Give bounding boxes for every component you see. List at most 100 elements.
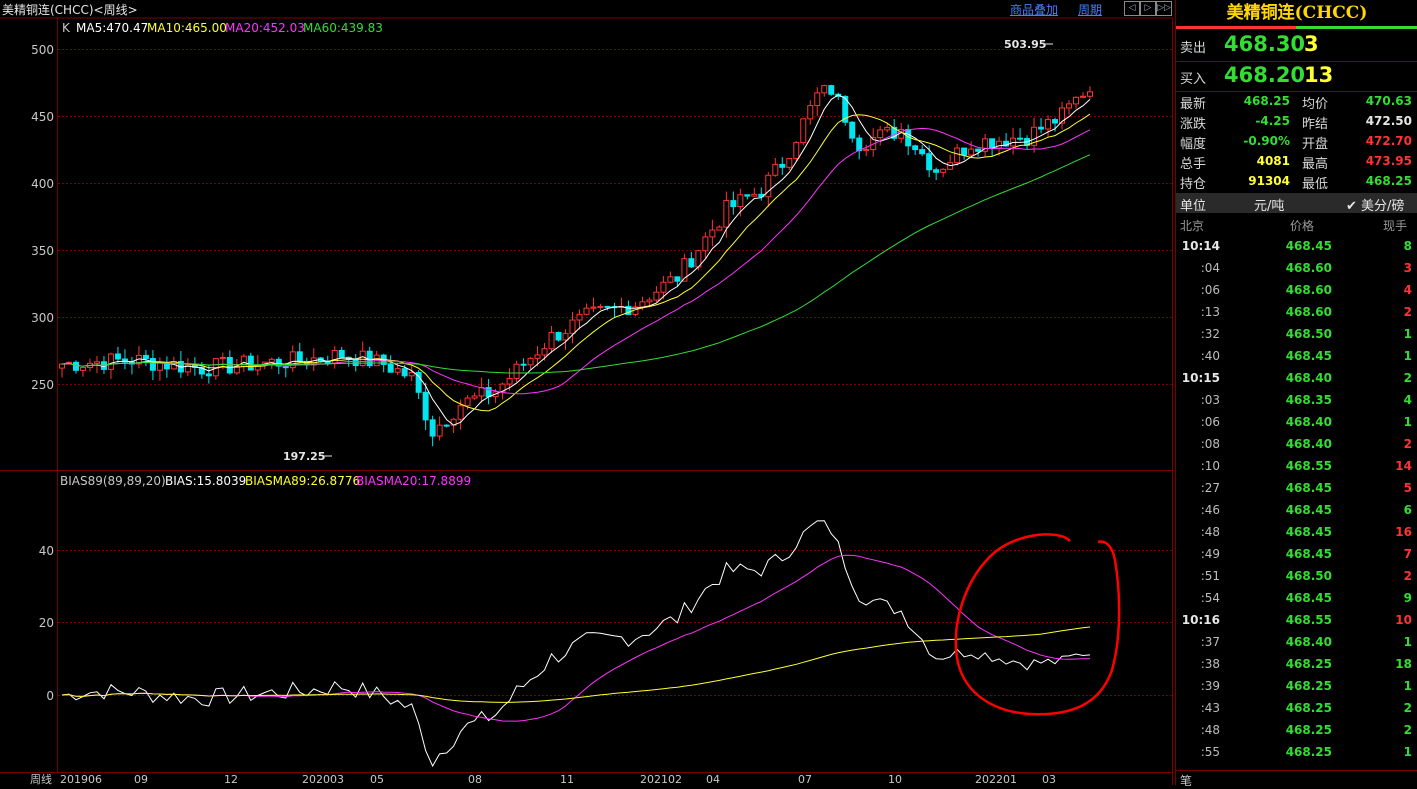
hand-drawn-circle-annotation (954, 533, 1121, 716)
candle-body (793, 142, 800, 159)
tick-header-price: 价格 (1290, 219, 1315, 233)
tick-price: 468.25 (1285, 679, 1332, 693)
candle-body (779, 163, 786, 168)
buy-row: 买入 468.20 13 (1176, 61, 1417, 91)
candle-body (933, 169, 940, 173)
candle-body (688, 258, 695, 268)
main-indicator-prefix: K (62, 21, 71, 35)
unit-bar: 单位 元/吨 ✔ 美分/磅 (1176, 193, 1417, 214)
stat-row: 最新 468.25 均价 470.63 (1176, 92, 1417, 112)
stat-value: -0.90% (1243, 134, 1290, 148)
tick-time: :39 (1200, 679, 1220, 693)
overlay-link[interactable]: 商品叠加 (1010, 3, 1059, 17)
candle-body (205, 373, 212, 377)
tick-list[interactable]: 10:14 468.45 8:04 468.60 3:06 468.60 4:13 468.6… (1176, 236, 1417, 766)
tick-time: 10:15 (1181, 371, 1220, 385)
stat-label: 均价 (1302, 97, 1329, 112)
candle-body (989, 138, 996, 149)
stat-row: 持仓 91304 最低 468.25 (1176, 172, 1417, 192)
candle-body (562, 332, 569, 341)
main-y-tick-250: 250 (31, 378, 54, 392)
candle-body (919, 149, 926, 155)
candle-body (814, 92, 821, 107)
candle-body (1059, 107, 1066, 124)
stat-value: 91304 (1248, 174, 1290, 188)
tick-time: :06 (1200, 415, 1220, 429)
candle-body (765, 174, 772, 198)
x-axis-tick: 11 (560, 773, 574, 785)
candle-body (275, 358, 282, 367)
stat-label: 最高 (1302, 157, 1329, 172)
biasma20-legend: BIASMA20:17.8899 (356, 474, 471, 488)
candle-body (807, 105, 814, 120)
ma60-legend: MA60:439.83 (303, 21, 383, 35)
biasma89-line (61, 626, 1091, 703)
candle-body (548, 332, 555, 350)
x-axis-tick: 202201 (975, 773, 1017, 785)
trades-tab[interactable]: 笔 (1180, 774, 1193, 788)
tick-volume: 2 (1403, 569, 1412, 583)
biasma20-line (61, 554, 1091, 722)
candle-body (926, 153, 933, 171)
x-axis-tick: 10 (888, 773, 902, 785)
candle-body (331, 349, 338, 364)
unit-cents-per-pound-toggle[interactable]: ✔ 美分/磅 (1346, 199, 1405, 214)
stat-label: 总手 (1180, 157, 1207, 172)
tick-header-volume: 现手 (1383, 219, 1408, 233)
biasma89-legend: BIASMA89:26.8776 (245, 474, 360, 488)
tick-price: 468.25 (1285, 745, 1332, 759)
candle-body (625, 305, 632, 315)
tick-time: :49 (1200, 547, 1220, 561)
candle-body (387, 363, 394, 373)
candle-body (940, 168, 947, 173)
candle-body (443, 424, 450, 427)
tick-volume: 6 (1403, 503, 1412, 517)
tick-volume: 2 (1403, 723, 1412, 737)
nav-prev-button[interactable]: ◁ (1124, 1, 1140, 16)
unit-yuan-per-ton[interactable]: 元/吨 (1254, 199, 1285, 214)
tick-volume: 1 (1403, 349, 1412, 363)
tick-row: :55 468.25 1 (1176, 742, 1417, 764)
moving-average-lines (61, 94, 1091, 426)
nav-next-button[interactable]: ▷ (1140, 1, 1156, 16)
tick-price: 468.55 (1285, 459, 1332, 473)
tick-price: 468.45 (1285, 525, 1332, 539)
period-link[interactable]: 周期 (1078, 3, 1103, 17)
candle-body (744, 194, 751, 197)
tick-time: :46 (1200, 503, 1220, 517)
tick-price: 468.40 (1285, 415, 1332, 429)
candle-body (730, 200, 737, 208)
nav-end-button[interactable]: ▷▷ (1156, 1, 1172, 16)
stat-label: 开盘 (1302, 137, 1329, 152)
tick-time: :55 (1200, 745, 1220, 759)
candle-body (597, 305, 604, 308)
candle-body (513, 363, 520, 379)
tick-volume: 4 (1403, 393, 1412, 407)
tick-volume: 8 (1403, 239, 1412, 253)
candle-body (877, 129, 884, 139)
candle-body (121, 358, 128, 363)
candle-body (142, 354, 149, 360)
candle-body (723, 200, 730, 228)
stat-label: 幅度 (1180, 137, 1207, 152)
tick-row: 10:14 468.45 8 (1176, 236, 1417, 258)
chart-area[interactable]: 500 450 400 350 300 250 K MA5:470.47 MA1… (0, 0, 1173, 785)
stat-row: 幅度 -0.90% 开盘 472.70 (1176, 132, 1417, 152)
candle-body (716, 226, 723, 231)
stat-value: -4.25 (1255, 114, 1290, 128)
tick-row: :54 468.45 9 (1176, 588, 1417, 610)
tick-row: 10:16 468.55 10 (1176, 610, 1417, 632)
buy-price: 468.20 (1224, 63, 1306, 87)
tick-row: :43 468.25 2 (1176, 698, 1417, 720)
candle-body (912, 145, 919, 151)
tick-row: :46 468.45 6 (1176, 500, 1417, 522)
candle-body (499, 383, 506, 393)
tick-time: :13 (1200, 305, 1220, 319)
tick-time: :51 (1200, 569, 1220, 583)
ma10-line (61, 113, 1091, 412)
candle-body (114, 353, 121, 360)
tick-header-time: 北京 (1180, 219, 1205, 233)
sell-label: 卖出 (1180, 41, 1207, 56)
tick-time: :40 (1200, 349, 1220, 363)
tick-price: 468.35 (1285, 393, 1332, 407)
